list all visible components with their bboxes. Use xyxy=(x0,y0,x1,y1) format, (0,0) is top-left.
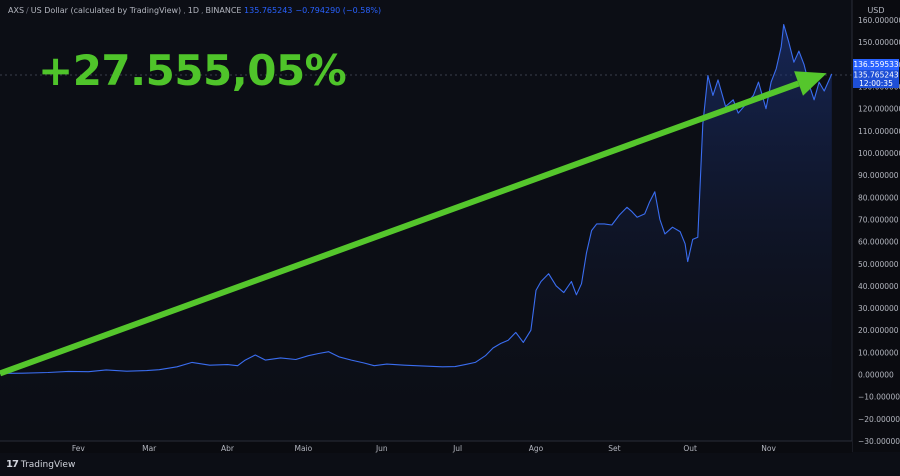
y-tick-label: 60.000000 xyxy=(858,238,899,247)
x-tick-label: Nov xyxy=(761,444,776,453)
time-axis-panel[interactable] xyxy=(0,441,852,453)
symbol-pair: US Dollar (calculated by TradingView) xyxy=(30,6,182,15)
y-tick-label: 10.000000 xyxy=(858,348,899,357)
y-tick-label: 30.000000 xyxy=(858,304,899,313)
gain-percentage-label: +27.555,05% xyxy=(38,46,347,95)
currency-label: USD xyxy=(867,6,884,15)
symbol-interval: 1D xyxy=(187,6,199,15)
price-tag-1: 136.559533 xyxy=(853,60,899,69)
y-tick-label: 50.000000 xyxy=(858,260,899,269)
countdown-timer: 12:00:35 xyxy=(859,79,893,88)
x-tick-label: Mar xyxy=(142,444,157,453)
y-tick-label: −10.000000 xyxy=(858,393,900,402)
y-tick-label: 0.000000 xyxy=(858,371,894,380)
x-tick-label: Out xyxy=(683,444,697,453)
y-tick-label: −20.000000 xyxy=(858,415,900,424)
price-area-fill xyxy=(0,24,832,441)
last-price: 135.765243 xyxy=(244,6,293,15)
y-tick-label: 90.000000 xyxy=(858,171,899,180)
y-tick-label: 20.000000 xyxy=(858,326,899,335)
y-tick-label: 80.000000 xyxy=(858,193,899,202)
symbol-exchange: BINANCE xyxy=(205,6,242,15)
price-change: −0.794290 (−0.58%) xyxy=(295,6,382,15)
y-tick-label: 150.000000 xyxy=(858,38,900,47)
symbol-header: AXS / US Dollar (calculated by TradingView… xyxy=(8,6,382,15)
trend-arrow-head xyxy=(794,71,827,96)
y-tick-label: −30.000000 xyxy=(858,437,900,446)
x-tick-label: Jun xyxy=(375,444,388,453)
price-tag-2-box xyxy=(853,70,899,88)
y-tick-label: 160.000000 xyxy=(858,16,900,25)
x-tick-label: Ago xyxy=(529,444,544,453)
y-tick-label: 40.000000 xyxy=(858,282,899,291)
x-tick-label: Fev xyxy=(72,444,86,453)
tradingview-logo-icon: 17 xyxy=(6,459,19,470)
price-tag-1-box xyxy=(853,59,899,70)
x-tick-label: Jul xyxy=(452,444,462,453)
symbol-name: AXS xyxy=(8,6,25,15)
y-tick-label: 120.000000 xyxy=(858,105,900,114)
price-line xyxy=(0,23,833,374)
x-tick-label: Set xyxy=(608,444,620,453)
brand-name: TradingView xyxy=(20,459,76,470)
x-tick-label: Maio xyxy=(295,444,313,453)
y-tick-label: 100.000000 xyxy=(858,149,900,158)
tradingview-footer[interactable]: 17 TradingView xyxy=(6,459,75,470)
y-tick-label: 70.000000 xyxy=(858,216,899,225)
y-tick-label: 110.000000 xyxy=(858,127,900,136)
price-tag-2: 135.765243 xyxy=(853,71,899,80)
x-tick-label: Abr xyxy=(221,444,235,453)
trend-arrow-shaft xyxy=(0,80,800,377)
